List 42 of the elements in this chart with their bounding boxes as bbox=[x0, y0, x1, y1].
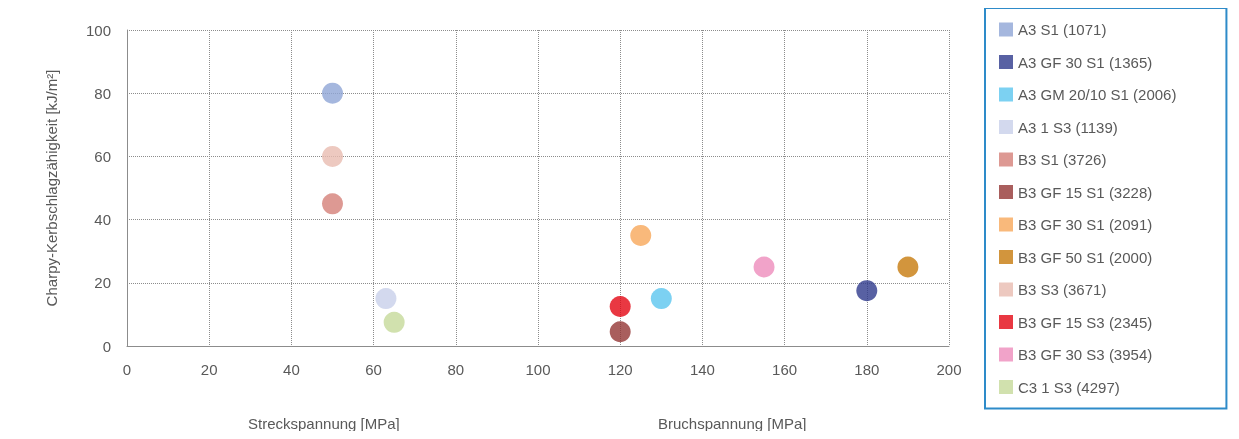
point bbox=[609, 296, 631, 317]
y-tick-label: 100 bbox=[85, 21, 111, 39]
y-tick-label: 20 bbox=[94, 274, 111, 292]
point bbox=[322, 82, 343, 104]
y-tick-label: 0 bbox=[102, 337, 111, 355]
x-tick-label: 40 bbox=[283, 361, 300, 378]
x-tick-label: 80 bbox=[447, 361, 465, 378]
y-tick-label: 40 bbox=[94, 211, 111, 229]
legend-label: B3 GF 15 S3 (2345) bbox=[1018, 313, 1153, 331]
legend-label: B3 GF 30 S1 (2091) bbox=[1018, 216, 1153, 233]
legend-label: A3 1 S3 (1139) bbox=[1018, 118, 1118, 136]
legend-label: C3 1 S3 (4297) bbox=[1018, 378, 1120, 396]
point bbox=[322, 145, 343, 167]
x-tick-label: 180 bbox=[854, 361, 880, 378]
x-tick-label: 20 bbox=[200, 361, 218, 378]
point bbox=[383, 311, 405, 333]
point bbox=[322, 193, 343, 215]
point bbox=[753, 256, 775, 278]
point bbox=[856, 280, 878, 302]
x-tick-label: 140 bbox=[689, 361, 715, 378]
x-tick-label: 60 bbox=[365, 361, 382, 378]
point bbox=[897, 256, 919, 278]
legend-label: B3 GF 50 S1 (2000) bbox=[1018, 248, 1153, 266]
legend-label: A3 GM 20/10 S1 (2006) bbox=[1018, 86, 1177, 103]
legend-label: B3 GF 15 S1 (3228) bbox=[1018, 183, 1153, 201]
x-tick-label: 100 bbox=[525, 361, 551, 378]
y-tick-label: 60 bbox=[94, 147, 111, 165]
x-tick-label: 160 bbox=[772, 361, 798, 378]
y-tick-label: 80 bbox=[94, 84, 111, 102]
point bbox=[609, 321, 631, 343]
y-axis-title: Charpy-Kerbschlagzähigkeit [kJ/m²] bbox=[43, 69, 60, 307]
legend-label: A3 S1 (1071) bbox=[1018, 21, 1107, 38]
legend-label: B3 S3 (3671) bbox=[1018, 281, 1107, 298]
legend-label: A3 GF 30 S1 (1365) bbox=[1018, 53, 1153, 71]
point bbox=[375, 288, 397, 310]
legend-label: B3 GF 30 S3 (3954) bbox=[1018, 346, 1153, 363]
legend-label: B3 S1 (3726) bbox=[1018, 151, 1107, 168]
point bbox=[630, 224, 652, 246]
x-tick-label: 0 bbox=[122, 361, 132, 378]
x-tick-label: 120 bbox=[607, 361, 633, 378]
point bbox=[650, 288, 672, 310]
x-tick-label: 200 bbox=[936, 361, 962, 378]
